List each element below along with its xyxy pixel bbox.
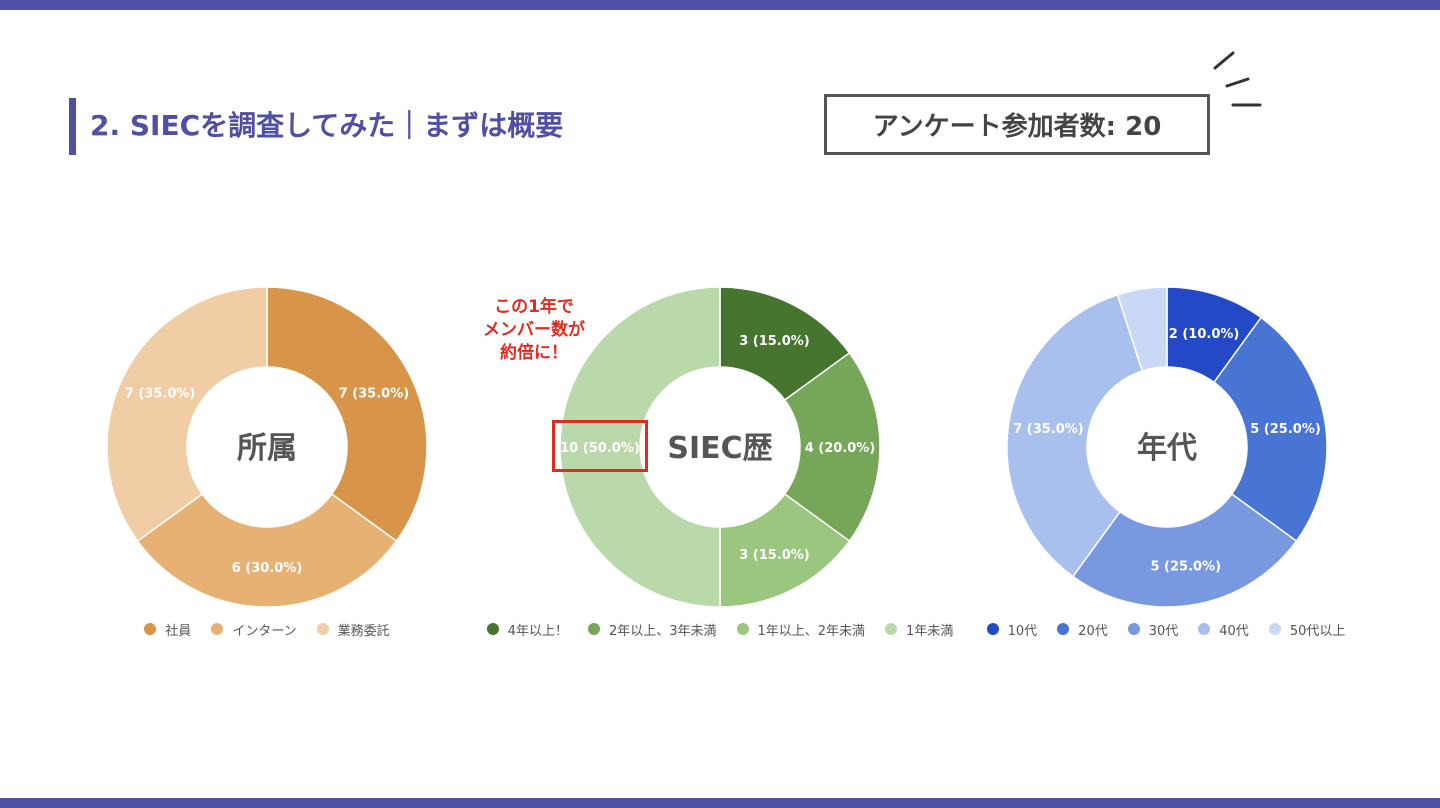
chart-affiliation: 7 (35.0%) 6 (30.0%) 7 (35.0%) 所属 (106, 286, 428, 608)
slice-data-label: 2 (10.0%) (1169, 327, 1240, 342)
legend-label: 社員 (165, 623, 192, 639)
note-line: 約倍に！ (500, 343, 568, 363)
slice-data-label: 3 (15.0%) (739, 334, 810, 349)
chart-age-group: 2 (10.0%) 5 (25.0%) 5 (25.0%) 7 (35.0%) 年代 (1006, 286, 1328, 608)
annotation-note: この1年で メンバー数が 約倍に！ (470, 296, 598, 365)
slice-data-label: 10 (50.0%) (560, 441, 640, 456)
legend-swatch (1057, 623, 1070, 635)
legend-label: 1年以上、2年未満 (757, 623, 866, 639)
slice-data-label: 7 (35.0%) (125, 387, 196, 402)
legend-swatch (316, 623, 329, 635)
legend-label: 4年以上！ (507, 623, 568, 639)
donut-slice (1006, 293, 1144, 578)
donut-slice (1071, 492, 1298, 608)
legend-swatch (1127, 623, 1140, 635)
note-line: メンバー数が (483, 320, 585, 340)
participant-count-box: アンケート参加者数: 20 (824, 94, 1210, 155)
legend-item: 30代 (1127, 620, 1179, 639)
legend-label: 20代 (1078, 623, 1108, 639)
slice-data-label: 7 (35.0%) (339, 387, 410, 402)
slice-data-label: 7 (35.0%) (1013, 422, 1084, 437)
legend-item: 50代以上 (1268, 620, 1346, 639)
legend-label: 2年以上、3年未満 (608, 623, 717, 639)
top-accent-bar (0, 0, 1440, 10)
legend-item: 4年以上！ (486, 620, 568, 639)
donut-slice (136, 492, 398, 608)
donut-slice (783, 351, 881, 543)
legend-swatch (587, 623, 600, 635)
legend-item: 1年以上、2年未満 (736, 620, 866, 639)
legend-age-group: 10代 20代 30代 40代 50代以上 (946, 618, 1386, 640)
legend-label: 1年未満 (906, 623, 954, 639)
highlight-box (552, 420, 648, 472)
donut-slice (559, 286, 721, 608)
chart-siec-tenure: 3 (15.0%) 4 (20.0%) 3 (15.0%) 10 (50.0%) SIE… (559, 286, 881, 608)
legend-swatch (486, 623, 499, 635)
sparkle-icon (1213, 51, 1262, 107)
legend-swatch (1268, 623, 1281, 635)
legend-label: 30代 (1148, 623, 1179, 639)
slice-data-label: 3 (15.0%) (739, 548, 810, 563)
legend-item: 1年未満 (885, 620, 953, 639)
legend-label: 50代以上 (1289, 623, 1346, 639)
title-accent-bar (69, 98, 76, 155)
legend-swatch (211, 623, 224, 635)
legend-label: 40代 (1219, 623, 1249, 639)
legend-label: 業務委託 (337, 623, 390, 639)
bottom-accent-bar (0, 798, 1440, 808)
legend-swatch (144, 623, 157, 635)
donut-slice (106, 286, 268, 543)
legend-swatch (885, 623, 898, 635)
legend-item: 業務委託 (316, 620, 390, 639)
slide-title: 2. SIECを調査してみた｜まずは概要 (90, 109, 564, 142)
donut-slice (1212, 316, 1328, 543)
legend-label: 10代 (1007, 623, 1038, 639)
legend-item: 10代 (986, 620, 1038, 639)
donut-center-label: SIEC歴 (667, 431, 772, 466)
slice-data-label: 4 (20.0%) (805, 441, 876, 456)
legend-label: インターン (232, 623, 297, 639)
slice-data-label: 5 (25.0%) (1150, 560, 1221, 575)
participant-count-text: アンケート参加者数: 20 (872, 112, 1162, 142)
donut-slice (266, 286, 428, 543)
legend-swatch (1198, 623, 1211, 635)
slice-data-label: 6 (30.0%) (232, 561, 303, 576)
legend-affiliation: 社員 インターン 業務委託 (47, 618, 487, 640)
legend-item: 20代 (1057, 620, 1108, 639)
legend-siec-tenure: 4年以上！ 2年以上、3年未満 1年以上、2年未満 1年未満 (460, 618, 980, 640)
legend-item: 40代 (1198, 620, 1249, 639)
legend-item: 社員 (144, 620, 191, 639)
legend-item: インターン (211, 620, 297, 639)
legend-swatch (736, 623, 749, 635)
note-line: この1年で (494, 297, 574, 317)
donut-slice (1116, 286, 1168, 372)
donut-center-label: 所属 (237, 431, 297, 466)
legend-item: 2年以上、3年未満 (587, 620, 717, 639)
donut-center-label: 年代 (1137, 431, 1197, 466)
legend-swatch (986, 623, 999, 635)
slice-data-label: 5 (25.0%) (1250, 422, 1321, 437)
